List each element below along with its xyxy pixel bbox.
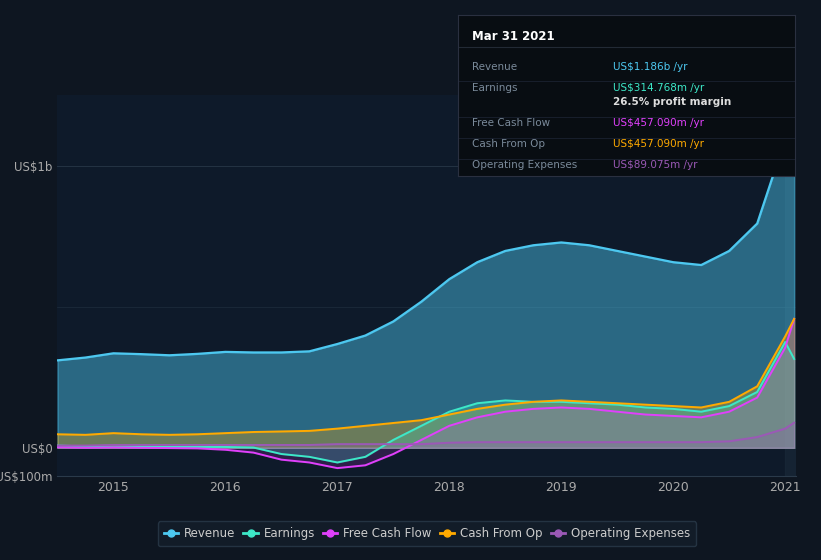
Text: US$314.768m /yr: US$314.768m /yr (613, 83, 704, 93)
Text: 26.5% profit margin: 26.5% profit margin (613, 97, 732, 107)
Text: Operating Expenses: Operating Expenses (471, 160, 577, 170)
Text: Earnings: Earnings (471, 83, 517, 93)
Legend: Revenue, Earnings, Free Cash Flow, Cash From Op, Operating Expenses: Revenue, Earnings, Free Cash Flow, Cash … (158, 521, 696, 546)
Text: US$1.186b /yr: US$1.186b /yr (613, 62, 687, 72)
Text: Free Cash Flow: Free Cash Flow (471, 118, 550, 128)
Text: Revenue: Revenue (471, 62, 516, 72)
Bar (785, 95, 796, 476)
Text: Mar 31 2021: Mar 31 2021 (471, 30, 554, 43)
Text: Cash From Op: Cash From Op (471, 139, 544, 149)
Text: US$457.090m /yr: US$457.090m /yr (613, 139, 704, 149)
Text: US$89.075m /yr: US$89.075m /yr (613, 160, 698, 170)
Text: US$457.090m /yr: US$457.090m /yr (613, 118, 704, 128)
